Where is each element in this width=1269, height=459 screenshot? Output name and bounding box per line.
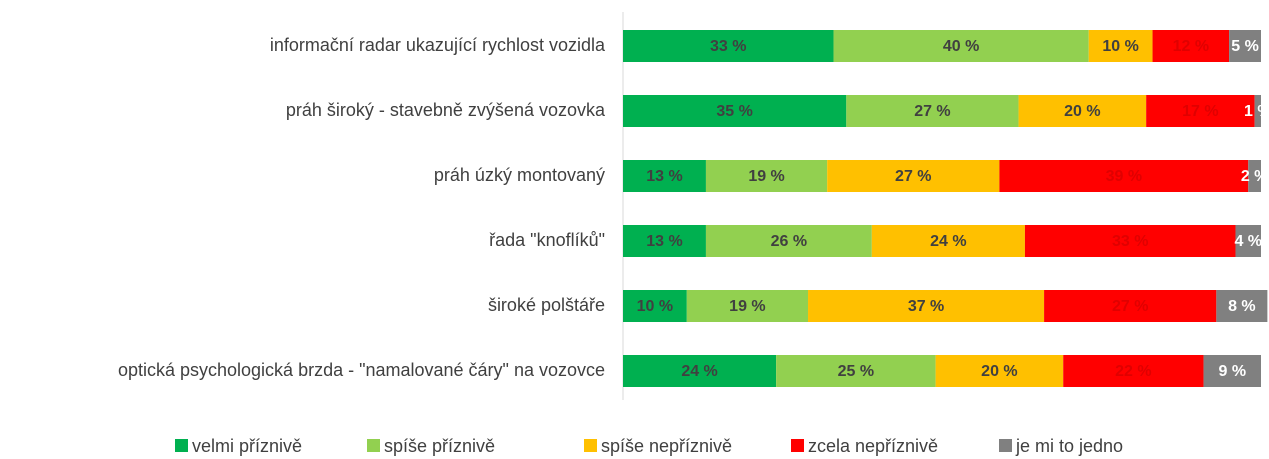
bar-segment <box>623 225 706 257</box>
bar-segment <box>1203 355 1261 387</box>
data-label: 26 % <box>771 233 807 250</box>
legend-label: spíše příznivě <box>384 436 495 456</box>
data-label: 5 % <box>1231 38 1259 55</box>
bar-segment <box>623 355 777 387</box>
bar-segment <box>623 95 847 127</box>
category-label: informační radar ukazující rychlost vozi… <box>270 35 606 55</box>
bar-segment <box>1088 30 1153 62</box>
data-label: 19 % <box>748 168 784 185</box>
data-label: 22 % <box>1115 363 1151 380</box>
data-label: 1 % <box>1244 103 1269 120</box>
data-label: 24 % <box>681 363 717 380</box>
bar-segment <box>846 95 1019 127</box>
bar-segment <box>827 160 1000 192</box>
bar-segment <box>808 290 1045 322</box>
legend-swatch <box>175 439 188 452</box>
data-label: 4 % <box>1234 233 1262 250</box>
bar-segment <box>705 160 828 192</box>
bar-segment <box>1044 290 1217 322</box>
bar-segment <box>623 160 706 192</box>
bar-segment <box>833 30 1089 62</box>
data-label: 33 % <box>1112 233 1148 250</box>
legend-swatch <box>791 439 804 452</box>
bar-segment <box>999 160 1249 192</box>
bar-segment <box>1063 355 1204 387</box>
data-label: 2 % <box>1241 168 1269 185</box>
data-label: 13 % <box>646 168 682 185</box>
bar-segment <box>1229 30 1261 62</box>
legend-label: zcela nepříznivě <box>808 436 938 456</box>
data-label: 8 % <box>1228 298 1256 315</box>
data-label: 19 % <box>729 298 765 315</box>
bar-segment <box>935 355 1064 387</box>
category-label: optická psychologická brzda - "namalovan… <box>118 360 605 380</box>
bar-segment <box>686 290 809 322</box>
bar-segment <box>705 225 872 257</box>
bar-segment <box>1024 225 1236 257</box>
bar-segment <box>1248 160 1261 192</box>
bar-segment <box>871 225 1025 257</box>
bar-segment <box>1152 30 1230 62</box>
bar-segment <box>623 30 834 62</box>
data-label: 9 % <box>1219 363 1247 380</box>
data-label: 27 % <box>895 168 931 185</box>
data-label: 17 % <box>1182 103 1218 120</box>
data-label: 10 % <box>1102 38 1138 55</box>
data-label: 35 % <box>716 103 752 120</box>
legend-label: je mi to jedno <box>1015 436 1123 456</box>
category-label: práh široký - stavebně zvýšená vozovka <box>286 100 606 120</box>
data-label: 40 % <box>943 38 979 55</box>
category-label: práh úzký montovaný <box>434 165 605 185</box>
category-label: řada "knoflíků" <box>489 230 605 250</box>
data-label: 12 % <box>1173 38 1209 55</box>
data-label: 33 % <box>710 38 746 55</box>
data-label: 10 % <box>637 298 673 315</box>
bar-segment <box>776 355 936 387</box>
bar-segment <box>1254 95 1261 127</box>
data-label: 20 % <box>1064 103 1100 120</box>
data-label: 37 % <box>908 298 944 315</box>
data-label: 13 % <box>646 233 682 250</box>
bar-segment <box>1018 95 1147 127</box>
legend-label: velmi příznivě <box>192 436 302 456</box>
bar-segment <box>1146 95 1255 127</box>
bar-segment <box>1216 290 1268 322</box>
legend-swatch <box>367 439 380 452</box>
data-label: 24 % <box>930 233 966 250</box>
legend-swatch <box>999 439 1012 452</box>
bar-segment <box>1235 225 1261 257</box>
data-label: 27 % <box>914 103 950 120</box>
bar-segment <box>623 290 687 322</box>
data-label: 27 % <box>1112 298 1148 315</box>
legend-swatch <box>584 439 597 452</box>
data-label: 25 % <box>838 363 874 380</box>
category-label: široké polštáře <box>488 295 605 315</box>
data-label: 20 % <box>981 363 1017 380</box>
data-label: 39 % <box>1106 168 1142 185</box>
legend-label: spíše nepříznivě <box>601 436 732 456</box>
